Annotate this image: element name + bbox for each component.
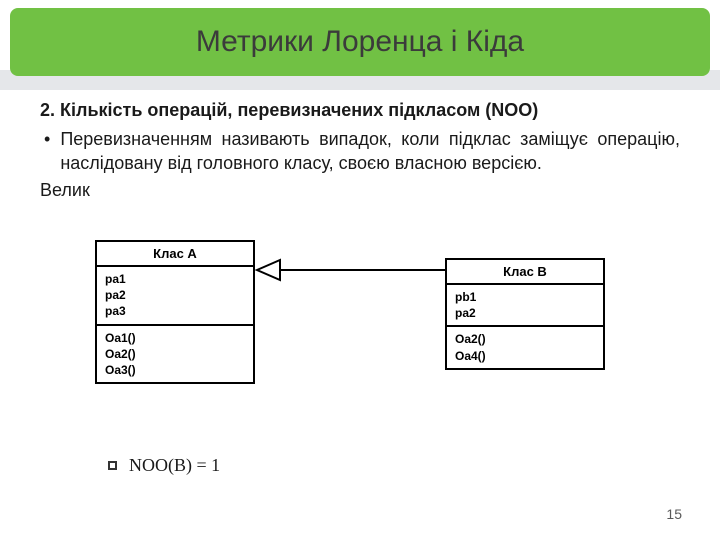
partial-truncated-text: Велик [40, 180, 680, 201]
class-b-operations: Oa2() Oa4() [447, 327, 603, 367]
class-b-title: Клас В [447, 260, 603, 285]
bullet-item: • Перевизначенням називають випадок, кол… [40, 127, 680, 176]
class-b-attributes: pb1 pa2 [447, 285, 603, 327]
formula-text: NOO(B) = 1 [129, 455, 220, 476]
section-heading: 2. Кількість операцій, перевизначених пі… [40, 100, 680, 121]
class-a-attributes: pa1 pa2 pa3 [97, 267, 253, 326]
uml-class-a: Клас А pa1 pa2 pa3 Oa1() Oa2() Oa3() [95, 240, 255, 384]
page-number: 15 [666, 506, 682, 522]
class-a-operations: Oa1() Oa2() Oa3() [97, 326, 253, 383]
slide-title: Метрики Лоренца і Кіда [196, 25, 524, 59]
square-bullet-icon [108, 461, 117, 470]
bullet-marker: • [44, 127, 50, 151]
heading-text: Кількість операцій, перевизначених підкл… [60, 100, 538, 120]
title-bar: Метрики Лоренца і Кіда [10, 8, 710, 76]
bullet-text: Перевизначенням називають випадок, коли … [60, 127, 680, 176]
content-area: 2. Кількість операцій, перевизначених пі… [40, 100, 680, 201]
uml-diagram: Клас А pa1 pa2 pa3 Oa1() Oa2() Oa3() Кла… [95, 240, 605, 440]
class-a-title: Клас А [97, 242, 253, 267]
uml-class-b: Клас В pb1 pa2 Oa2() Oa4() [445, 258, 605, 370]
formula-row: NOO(B) = 1 [108, 455, 220, 476]
heading-number: 2. [40, 100, 55, 120]
